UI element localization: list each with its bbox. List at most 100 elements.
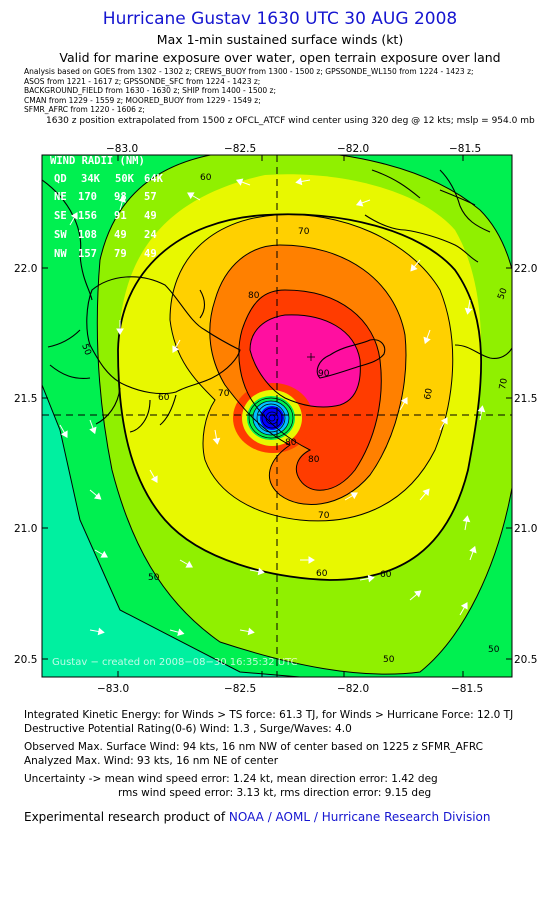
wind-vector: [423, 329, 431, 345]
center-crosshair: [42, 155, 512, 677]
contour-label: 50: [496, 287, 509, 301]
radii-cell: 91: [114, 210, 127, 222]
uncertainty-rms: rms wind speed error: 3.13 kt, rms direc…: [118, 787, 432, 799]
radii-cell: NW: [54, 248, 67, 260]
analyzed-max-wind: Analyzed Max. Wind: 93 kts, 16 nm NE of …: [24, 755, 279, 767]
axis-labels: −83.0 −82.5 −82.0 −81.5 −83.0 −82.5 −82.…: [14, 143, 537, 695]
wind-vector: [295, 177, 311, 186]
radii-cell: 156: [78, 210, 97, 222]
source-line: SFMR_AFRC from 1220 - 1606 z;: [24, 105, 145, 115]
radii-cell: 170: [78, 191, 97, 203]
wind-barbs: [59, 177, 486, 636]
map-frame: [41, 154, 513, 678]
radii-cell: SW: [54, 229, 67, 241]
wind-vector: [235, 178, 251, 186]
wind-vector: [89, 489, 102, 500]
lat-tick-label: 21.0: [514, 523, 537, 535]
wind-vector: [94, 549, 108, 558]
wind-vector: [172, 339, 181, 353]
observed-max-wind: Observed Max. Surface Wind: 94 kts, 16 n…: [24, 741, 483, 753]
exposure-note: Valid for marine exposure over water, op…: [59, 50, 501, 65]
wind-vector: [359, 574, 375, 583]
wind-vector: [469, 545, 477, 561]
wind-field-map: 60 70 80 90 70 60 80 50 60 50 60 70 80 5…: [14, 143, 537, 695]
wind-vector: [300, 556, 315, 564]
contour-label: 50: [79, 343, 92, 357]
wind-vector: [462, 515, 471, 531]
wind-vector: [355, 199, 371, 207]
wind-vector: [59, 424, 68, 438]
lon-tick-label: −81.5: [451, 683, 483, 695]
contour-label: 70: [498, 377, 510, 390]
contour-label: 70: [318, 511, 330, 521]
radii-cell: 49: [144, 248, 157, 260]
lat-tick-label: 21.5: [514, 393, 537, 405]
wind-vector: [239, 627, 255, 636]
radii-cell: NE: [54, 191, 67, 203]
radii-cell: 49: [144, 210, 157, 222]
radii-header: QD: [54, 173, 67, 185]
wind-vector: [89, 419, 97, 435]
wind-vector: [409, 590, 422, 601]
wind-vector: [116, 320, 124, 335]
wind-radii-title: WIND RADII (NM): [50, 155, 145, 167]
lat-tick-label: 21.0: [14, 523, 37, 535]
max-wind-marker: [307, 353, 315, 361]
radii-header: 64K: [144, 173, 164, 185]
radii-cell: 49: [114, 229, 127, 241]
credit-line: Experimental research product of NOAA / …: [24, 810, 490, 824]
contour-label: 80: [308, 455, 320, 465]
wind-vector: [179, 559, 193, 568]
contour-label: 60: [200, 173, 212, 183]
radii-cell: 98: [114, 191, 127, 203]
source-line: Analysis based on GOES from 1302 - 1302 …: [24, 67, 474, 76]
source-line: ASOS from 1221 - 1617 z; GPSSONDE_SFC fr…: [24, 76, 261, 86]
lat-tick-label: 21.5: [14, 393, 37, 405]
radii-header: 50K: [115, 173, 135, 185]
radii-cell: SE: [54, 210, 67, 222]
lon-tick-label: −82.5: [224, 143, 256, 155]
wind-vector: [439, 417, 448, 431]
wind-vector: [118, 195, 126, 211]
wind-contour-field: 60 70 80 90 70 60 80 50 60 50 60 70 80 5…: [42, 155, 512, 677]
contour-label: 50: [148, 573, 160, 583]
lon-tick-label: −82.0: [337, 143, 369, 155]
map-title: Hurricane Gustav 1630 UTC 30 AUG 2008: [102, 9, 458, 29]
credit-org-link[interactable]: NOAA / AOML / Hurricane Research Divisio…: [228, 810, 491, 824]
lon-tick-label: −83.0: [97, 683, 129, 695]
contour-label: 60: [423, 387, 435, 400]
contour-labels: 60 70 80 90 70 60 80 50 60 50 60 70 80 5…: [79, 173, 510, 665]
uncertainty-mean: Uncertainty -> mean wind speed error: 1.…: [24, 773, 438, 785]
source-line: CMAN from 1229 - 1559 z; MOORED_BUOY fro…: [24, 95, 261, 105]
contour-label: 80: [248, 291, 260, 301]
contour-label: 60: [380, 570, 392, 580]
radii-cell: 79: [114, 248, 127, 260]
radii-header: 34K: [81, 173, 101, 185]
lat-tick-label: 22.0: [14, 263, 37, 275]
position-note: 1630 z position extrapolated from 1500 z…: [46, 116, 535, 126]
wind-vector: [419, 488, 430, 501]
contour-label: 50: [488, 645, 500, 655]
lon-tick-label: −83.0: [106, 143, 138, 155]
contour-label: 90: [318, 369, 330, 379]
ike-line: Integrated Kinetic Energy: for Winds > T…: [24, 709, 514, 721]
wind-vector: [69, 212, 78, 226]
wind-vector: [344, 492, 358, 501]
wind-vector: [249, 567, 265, 576]
contour-label: 70: [298, 227, 310, 237]
radii-cell: 157: [78, 248, 97, 260]
radii-cell: 57: [144, 191, 157, 203]
lon-tick-label: −81.5: [449, 143, 481, 155]
contour-label: 60: [316, 569, 328, 579]
dpr-line: Destructive Potential Rating(0-6) Wind: …: [24, 723, 352, 735]
color-eye-inner: [260, 406, 284, 430]
contour-label: 50: [383, 655, 395, 665]
map-watermark: Gustav − created on 2008−08−30 16:35:32 …: [52, 657, 298, 668]
wind-vector: [149, 469, 158, 483]
wind-vector: [459, 602, 468, 616]
analysis-sources: Analysis based on GOES from 1302 - 1302 …: [24, 67, 554, 115]
lat-tick-label: 20.5: [514, 654, 537, 666]
coastlines: [42, 169, 512, 433]
contour-label: 60: [158, 393, 170, 403]
credit-prefix: Experimental research product of: [24, 810, 229, 824]
